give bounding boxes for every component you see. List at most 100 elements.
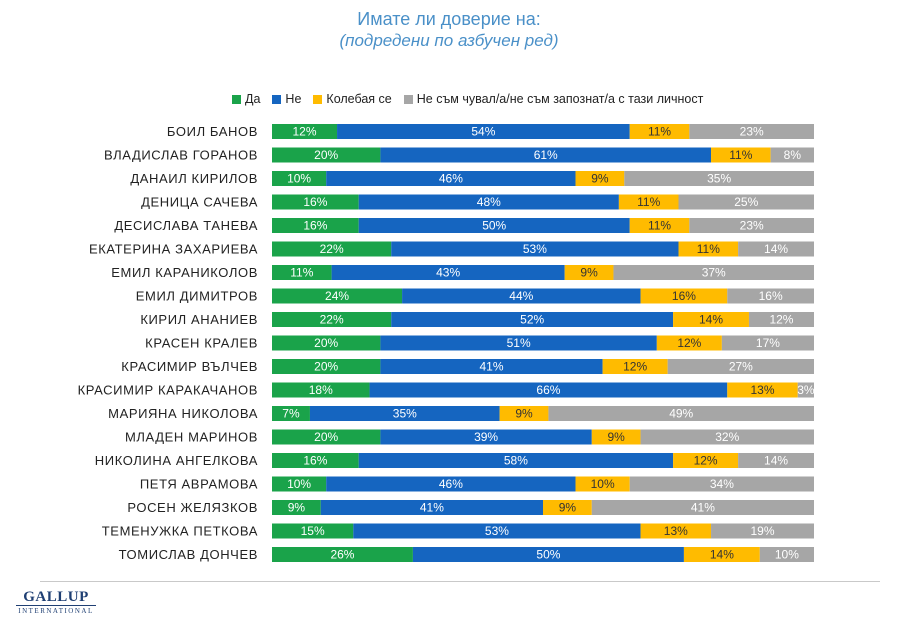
footer-divider (40, 581, 880, 582)
data-label: 49% (669, 407, 693, 421)
category-label: ДЕСИСЛАВА ТАНЕВА (114, 218, 258, 233)
data-label: 23% (740, 219, 764, 233)
category-label: МАРИЯНА НИКОЛОВА (108, 406, 258, 421)
bar-segment (272, 171, 327, 186)
data-label: 39% (474, 430, 498, 444)
legend-swatch-yes (232, 94, 241, 104)
data-label: 9% (559, 501, 577, 515)
bar-segment (591, 500, 814, 515)
data-label: 8% (784, 148, 802, 162)
bar-segment (543, 500, 592, 515)
data-label: 61% (534, 148, 558, 162)
data-label: 11% (290, 266, 313, 280)
bar-segment (629, 476, 814, 492)
bar-segment (380, 429, 592, 445)
data-label: 53% (523, 242, 547, 256)
bar-segment (353, 523, 641, 539)
bar-segment (640, 288, 728, 304)
data-label: 35% (707, 172, 731, 186)
bar-segment (748, 312, 814, 327)
data-label: 24% (325, 289, 349, 303)
bar-segment (272, 335, 381, 351)
logo-text-main: GALLUP (16, 589, 96, 606)
data-label: 44% (509, 289, 533, 303)
bar-segment (759, 547, 814, 562)
category-label: КИРИЛ АНАНИЕВ (140, 312, 258, 327)
bar-segment (272, 406, 310, 421)
category-label: РОСЕН ЖЕЛЯЗКОВ (127, 500, 258, 515)
data-label: 9% (580, 266, 598, 280)
bar-segment (326, 476, 576, 492)
bar-segment (640, 429, 814, 445)
category-label: ТЕМЕНУЖКА ПЕТКОВА (102, 524, 258, 539)
chart-title-block: Имате ли доверие на: (подредени по азбуч… (0, 8, 898, 52)
bar-segment (499, 406, 549, 421)
legend-item-no: Не (272, 92, 301, 106)
bar-segment (727, 288, 814, 304)
data-label: 11% (648, 219, 671, 233)
data-label: 53% (485, 524, 509, 538)
bar-segment (272, 288, 403, 304)
bar-segment (380, 335, 657, 351)
bar-segment (721, 335, 814, 351)
bar-segment (613, 265, 814, 280)
data-label: 17% (756, 336, 780, 350)
data-label: 11% (729, 148, 752, 162)
data-label: 35% (393, 407, 417, 421)
data-label: 9% (288, 501, 306, 515)
data-label: 32% (715, 430, 739, 444)
data-label: 20% (314, 430, 338, 444)
data-label: 43% (436, 266, 460, 280)
data-label: 20% (314, 336, 338, 350)
bar-segment (656, 335, 722, 351)
category-label: МЛАДЕН МАРИНОВ (125, 430, 258, 445)
data-label: 41% (691, 501, 715, 515)
data-label: 50% (536, 548, 560, 562)
bar-segment (797, 382, 814, 398)
legend-swatch-unknown (403, 94, 413, 104)
category-label: ЕКАТЕРИНА ЗАХАРИЕВА (89, 242, 258, 257)
bar-segment (331, 265, 565, 280)
data-label: 11% (697, 242, 720, 256)
data-label: 41% (479, 360, 503, 374)
data-label: 14% (764, 454, 788, 468)
category-label: КРАСИМИР ВЪЛЧЕВ (121, 359, 258, 374)
bar-segment (667, 359, 814, 374)
data-label: 12% (677, 336, 701, 350)
data-label: 15% (301, 524, 325, 538)
data-label: 13% (664, 524, 688, 538)
bar-segment (402, 288, 641, 304)
data-label: 16% (672, 289, 696, 303)
bar-segment (391, 312, 674, 327)
bar-segment (272, 500, 321, 515)
data-label: 11% (648, 125, 671, 139)
bar-segment (629, 124, 690, 139)
data-label: 11% (637, 195, 660, 209)
category-label: ТОМИСЛАВ ДОНЧЕВ (119, 547, 258, 562)
legend-label-yes: Да (245, 92, 261, 106)
logo-text-sub: INTERNATIONAL (18, 607, 94, 615)
data-label: 50% (482, 219, 506, 233)
bar-segment (678, 241, 739, 257)
category-label: ПЕТЯ АВРАМОВА (140, 477, 258, 492)
data-label: 23% (740, 125, 764, 139)
data-label: 22% (320, 242, 344, 256)
bar-segment (309, 406, 500, 421)
data-label: 58% (504, 454, 528, 468)
category-label: КРАСЕН КРАЛЕВ (145, 336, 258, 351)
category-label: ВЛАДИСЛАВ ГОРАНОВ (104, 148, 258, 163)
bar-segment (358, 194, 619, 210)
bar-segment (711, 147, 771, 163)
bar-segment (272, 265, 332, 280)
bar-segment (624, 171, 814, 186)
bar-segment (683, 547, 760, 562)
bar-segment (770, 147, 814, 163)
data-label: 10% (287, 477, 311, 491)
bar-segment (272, 147, 381, 163)
legend-label-undecided: Колебая се (326, 92, 392, 106)
data-label: 12% (769, 313, 793, 327)
data-label: 10% (775, 548, 799, 562)
data-label: 16% (303, 195, 327, 209)
bar-segment (689, 218, 814, 233)
